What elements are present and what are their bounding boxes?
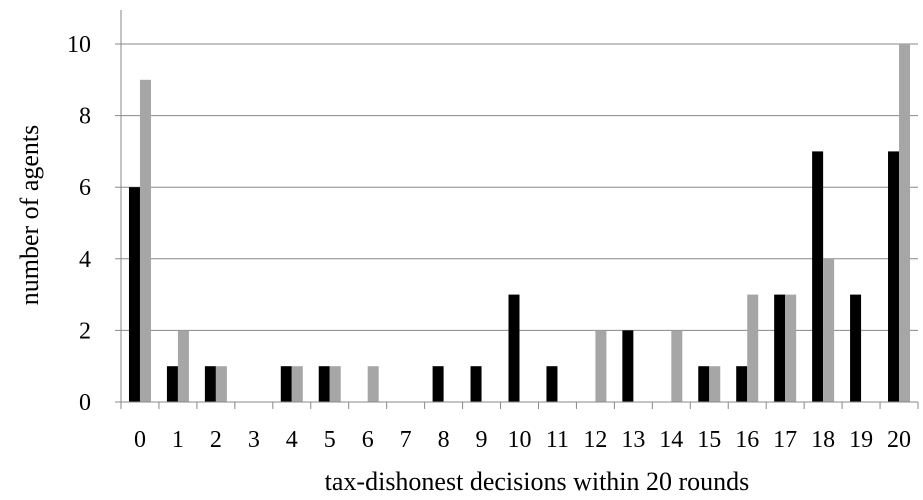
x-tick-label: 6 — [362, 427, 374, 453]
x-tick-label: 9 — [476, 427, 488, 453]
bar-series-1-1 — [166, 366, 178, 402]
bar-series-1-2 — [204, 366, 216, 402]
bar-series-2-15 — [709, 366, 721, 402]
x-tick-label: 11 — [546, 427, 569, 453]
bar-series-2-14 — [671, 330, 683, 402]
bar-series-1-4 — [280, 366, 292, 402]
bar-series-1-13 — [622, 330, 634, 402]
bar-series-1-8 — [432, 366, 444, 402]
bar-series-1-11 — [546, 366, 558, 402]
y-tick-label: 0 — [79, 390, 91, 416]
bar-series-1-10 — [508, 294, 520, 402]
bar-series-2-18 — [823, 258, 835, 402]
bar-series-2-12 — [595, 330, 607, 402]
axes — [115, 10, 919, 409]
y-tick-label: 10 — [67, 32, 91, 58]
x-tick-label: 10 — [508, 427, 532, 453]
bar-series-2-2 — [215, 366, 227, 402]
bar-series-1-19 — [850, 294, 862, 402]
bar-series-2-5 — [329, 366, 341, 402]
x-tick-label: 1 — [172, 427, 184, 453]
bar-series-1-16 — [736, 366, 748, 402]
x-tick-label: 15 — [697, 427, 721, 453]
x-tick-label: 13 — [621, 427, 645, 453]
bar-series-2-1 — [177, 330, 189, 402]
bar-series-1-20 — [888, 151, 900, 402]
bar-series-2-17 — [785, 294, 797, 402]
y-axis-title: number of agents — [15, 125, 44, 306]
bar-series-1-0 — [128, 187, 140, 402]
y-tick-label: 6 — [79, 175, 91, 201]
x-tick-label: 17 — [773, 427, 797, 453]
bar-series-2-0 — [139, 79, 151, 403]
bar-series-1-17 — [774, 294, 786, 402]
bar-series-1-18 — [812, 151, 824, 402]
bar-series-1-5 — [318, 366, 330, 402]
x-tick-label: 2 — [210, 427, 222, 453]
x-tick-label: 14 — [659, 427, 683, 453]
x-tick-label: 0 — [134, 427, 146, 453]
bar-series-2-20 — [899, 44, 911, 402]
grid-lines — [121, 43, 918, 331]
bar-series-2-16 — [747, 294, 759, 402]
x-tick-label: 12 — [583, 427, 607, 453]
bar-series-2-4 — [291, 366, 303, 402]
x-tick-label: 20 — [887, 427, 911, 453]
x-tick-label: 5 — [324, 427, 336, 453]
x-tick-label: 19 — [849, 427, 873, 453]
bar-series-2-6 — [367, 366, 379, 402]
y-tick-label: 2 — [79, 318, 91, 344]
bar-series-1-9 — [470, 366, 482, 402]
x-tick-label: 16 — [735, 427, 759, 453]
x-tick-label: 3 — [248, 427, 260, 453]
x-tick-label: 8 — [438, 427, 450, 453]
x-axis-title: tax-dishonest decisions within 20 rounds — [325, 467, 750, 496]
bar-series-1-15 — [698, 366, 710, 402]
bars — [128, 44, 911, 403]
x-tick-label: 18 — [811, 427, 835, 453]
y-tick-label: 8 — [79, 104, 91, 130]
x-tick-label: 7 — [400, 427, 412, 453]
x-tick-label: 4 — [286, 427, 298, 453]
y-tick-label: 4 — [79, 247, 91, 273]
